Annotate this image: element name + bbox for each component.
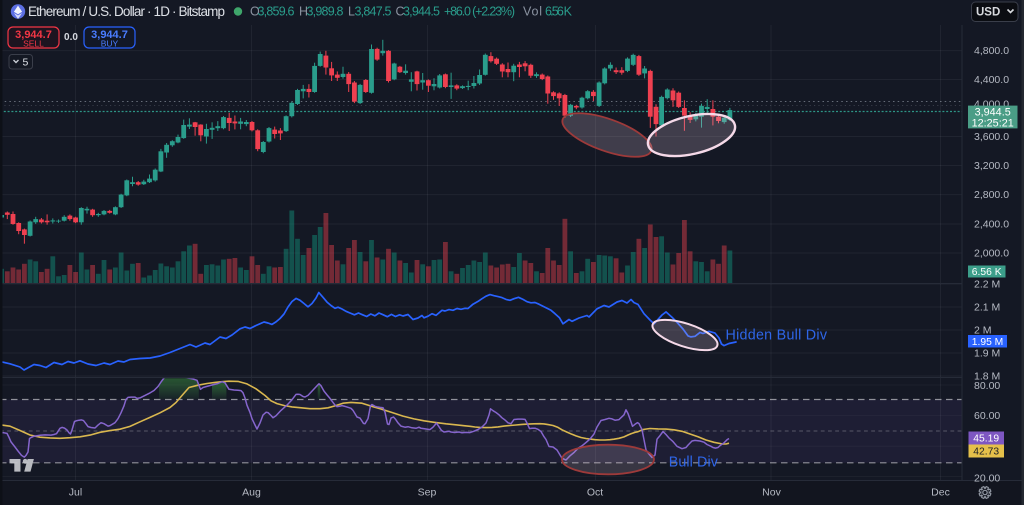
svg-text:3,200.0: 3,200.0 [974,160,1009,172]
svg-text:3,859.6: 3,859.6 [258,5,295,19]
svg-text:H: H [299,5,308,19]
svg-text:1.95 M: 1.95 M [972,337,1003,348]
svg-text:6.56 K: 6.56 K [545,5,573,19]
svg-text:C: C [396,5,405,19]
svg-text:Dec: Dec [931,487,950,499]
svg-text:2,000.0: 2,000.0 [974,248,1009,260]
svg-text:Bull Div: Bull Div [669,455,719,471]
svg-text:3,944.7: 3,944.7 [15,29,52,41]
svg-text:0.0: 0.0 [64,32,78,43]
svg-text:Vol: Vol [523,5,542,19]
svg-text:USD: USD [976,7,1000,19]
svg-text:Oct: Oct [587,487,603,499]
svg-text:Aug: Aug [242,487,261,499]
svg-text:3,944.5: 3,944.5 [403,5,440,19]
svg-text:+86.0 (+2.23%): +86.0 (+2.23%) [444,5,515,19]
svg-text:SELL: SELL [23,39,44,49]
svg-text:5: 5 [23,57,29,69]
svg-text:BUY: BUY [101,39,119,49]
svg-text:45.19: 45.19 [973,434,999,445]
svg-text:2.2 M: 2.2 M [974,279,1000,291]
svg-text:3,944.7: 3,944.7 [91,29,128,41]
svg-text:Hidden Bull Div: Hidden Bull Div [726,328,828,344]
svg-text:3,847.5: 3,847.5 [355,5,392,19]
svg-text:4,400.0: 4,400.0 [974,74,1009,86]
svg-text:Jul: Jul [69,487,82,499]
svg-text:2,400.0: 2,400.0 [974,219,1009,231]
svg-text:Sep: Sep [418,487,437,499]
svg-text:Ethereum / U.S. Dollar · 1D ·: Ethereum / U.S. Dollar · 1D · Bitstamp [28,4,225,19]
svg-text:Nov: Nov [762,487,781,499]
svg-text:3,944.5: 3,944.5 [975,106,1011,118]
svg-text:3,600.0: 3,600.0 [974,131,1009,143]
svg-text:4,800.0: 4,800.0 [974,45,1009,57]
svg-text:60.00: 60.00 [974,410,1000,422]
svg-text:O: O [250,5,260,19]
svg-text:1.9 M: 1.9 M [974,348,1000,360]
svg-text:42.73: 42.73 [973,447,999,458]
svg-text:20.00: 20.00 [974,473,1000,485]
svg-text:2,800.0: 2,800.0 [974,189,1009,201]
svg-text:80.00: 80.00 [974,380,1000,392]
svg-text:6.56 K: 6.56 K [972,267,1002,278]
svg-text:L: L [348,5,355,19]
svg-text:2 M: 2 M [974,325,992,337]
svg-text:2.1 M: 2.1 M [974,302,1000,314]
svg-text:12:25:21: 12:25:21 [972,117,1014,129]
svg-text:3,989.8: 3,989.8 [307,5,344,19]
svg-text:1.8 M: 1.8 M [974,371,1000,383]
